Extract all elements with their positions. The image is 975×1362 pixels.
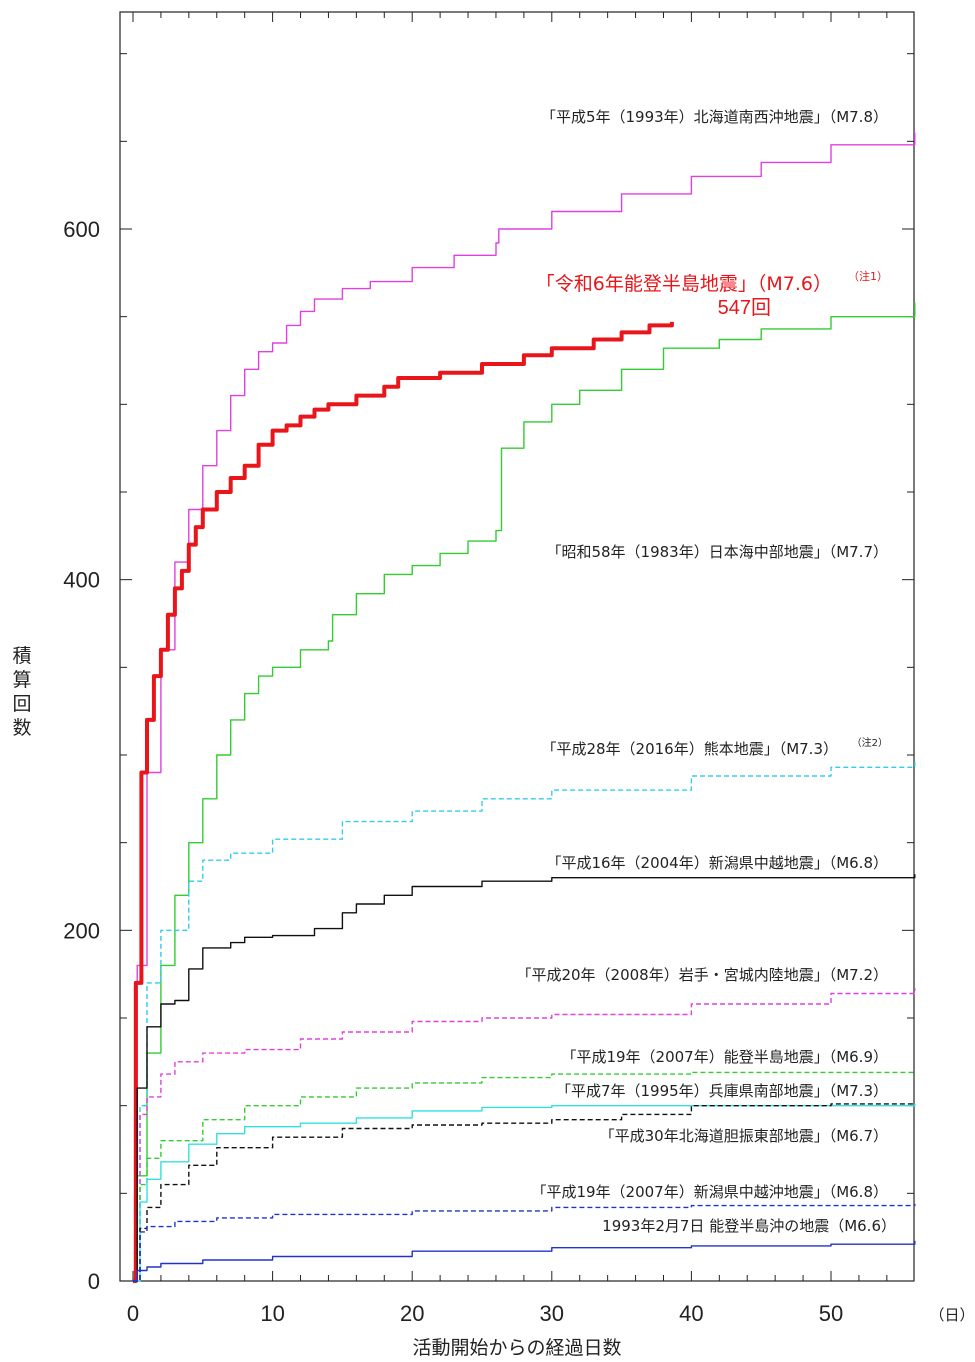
y-axis-title-char: 算 bbox=[12, 669, 31, 691]
x-axis-unit: （日） bbox=[929, 1306, 974, 1324]
y-tick-label: 400 bbox=[63, 568, 100, 593]
x-tick-label: 50 bbox=[819, 1301, 843, 1326]
y-axis-title-char: 数 bbox=[12, 717, 31, 739]
series-label-chuetsu-2004: 「平成16年（2004年）新潟県中越地震」（M6.8） bbox=[546, 854, 888, 872]
series-note-noto-2024: （注1） bbox=[848, 269, 888, 283]
series-line-8 bbox=[133, 1103, 915, 1282]
series-label-hokkaido-1993: 「平成5年（1993年）北海道南西沖地震」（M7.8） bbox=[541, 108, 888, 126]
x-axis-title: 活動開始からの経過日数 bbox=[412, 1337, 621, 1359]
series-label-noto-2024: 「令和6年能登半島地震」（M7.6） bbox=[536, 273, 832, 295]
series-line-0 bbox=[133, 132, 916, 1282]
series-label-nihonkai-1983: 「昭和58年（1983年）日本海中部地震」（M7.7） bbox=[546, 543, 888, 561]
series-label-noto-oki-1993: 1993年2月7日 能登半島沖の地震（M6.6） bbox=[602, 1217, 896, 1235]
series-line-5 bbox=[133, 988, 916, 1282]
x-tick-label: 10 bbox=[260, 1301, 284, 1326]
axis-tick-labels: 0 10 20 30 40 50 0 200 400 600 bbox=[63, 217, 843, 1326]
y-axis-title-char: 回 bbox=[12, 693, 31, 715]
series-label-iwate-miyagi-2008: 「平成20年（2008年）岩手・宮城内陸地震」（M7.2） bbox=[516, 966, 888, 984]
series-line-9 bbox=[133, 1203, 916, 1282]
plot-border bbox=[119, 11, 915, 1282]
series-lines bbox=[133, 132, 916, 1283]
series-line-4 bbox=[133, 874, 916, 1282]
series-line-7 bbox=[133, 1103, 916, 1282]
series-label-kumamoto-2016: 「平成28年（2016年）熊本地震」（M7.3） bbox=[541, 740, 838, 758]
series-note-kumamoto-2016: （注2） bbox=[852, 736, 888, 749]
x-tick-label: 20 bbox=[400, 1301, 424, 1326]
series-count-noto-2024: 547回 bbox=[718, 297, 771, 319]
series-line-10 bbox=[133, 1240, 916, 1282]
series-line-3 bbox=[133, 760, 916, 1282]
x-tick-label: 0 bbox=[127, 1301, 139, 1326]
y-axis-title-char: 積 bbox=[12, 645, 31, 667]
series-line-6 bbox=[133, 1070, 916, 1282]
x-tick-label: 40 bbox=[679, 1301, 703, 1326]
series-line-1 bbox=[133, 321, 674, 1283]
x-tick-label: 30 bbox=[540, 1301, 564, 1326]
series-label-iburi-2018: 「平成30年北海道胆振東部地震」（M6.7） bbox=[600, 1127, 888, 1145]
axis-ticks bbox=[120, 12, 914, 1282]
series-line-2 bbox=[133, 302, 916, 1282]
plot-frame bbox=[119, 11, 915, 1282]
series-label-hyogo-1995: 「平成7年（1995年）兵庫県南部地震」（M7.3） bbox=[556, 1082, 888, 1100]
y-tick-label: 200 bbox=[63, 918, 100, 943]
y-tick-label: 0 bbox=[88, 1269, 100, 1294]
y-tick-label: 600 bbox=[63, 217, 100, 242]
series-label-chuetsu-oki-2007: 「平成19年（2007年）新潟県中越沖地震」（M6.8） bbox=[531, 1183, 888, 1201]
series-label-noto-2007: 「平成19年（2007年）能登半島地震」（M6.9） bbox=[561, 1048, 888, 1066]
